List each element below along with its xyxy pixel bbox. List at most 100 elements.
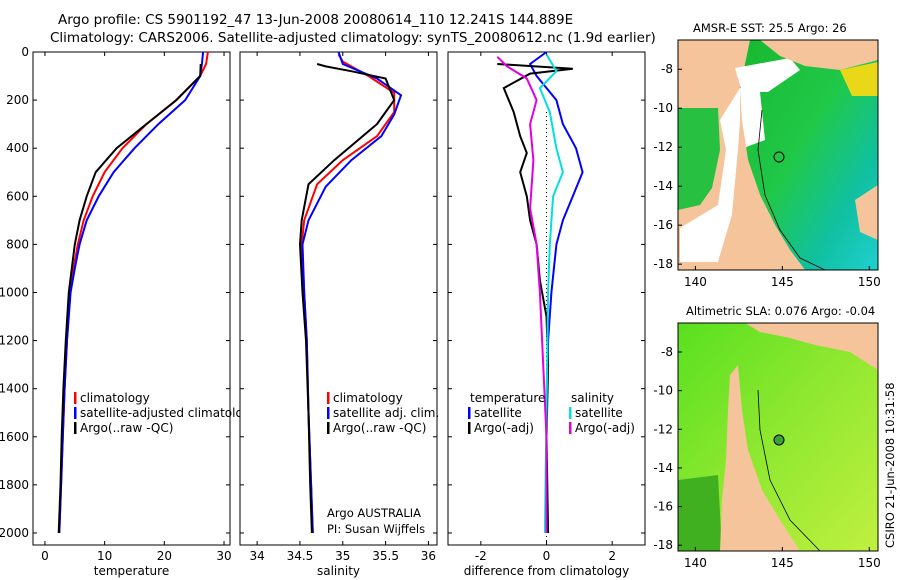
sst-land-york (678, 88, 805, 270)
series-line-satellite (528, 51, 584, 533)
sst-map-title: AMSR-E SST: 25.5 Argo: 26 (693, 21, 847, 35)
sla-map-frame (677, 322, 879, 552)
map-x-tick-label: 140 (684, 275, 707, 289)
sla-argo-marker (773, 434, 785, 446)
map-y-tick-label: -16 (653, 500, 673, 514)
map-y-tick-label: -14 (653, 461, 673, 475)
legend-label: Argo(-adj) (474, 421, 534, 435)
y-tick-label: 400 (6, 141, 29, 155)
sst-nodata-north (735, 58, 800, 92)
y-tick-label: 200 (6, 93, 29, 107)
sst-warm-patch (840, 62, 878, 96)
x-tick-label: 35.5 (372, 549, 399, 563)
x-axis-label: salinity (317, 564, 360, 578)
figure-title-line2: Climatology: CARS2006. Satellite-adjuste… (50, 30, 656, 46)
y-tick-label: 0 (21, 45, 29, 59)
y-tick-label: 2000 (0, 526, 29, 540)
map-y-tick-label: -10 (653, 101, 673, 115)
legend-swatch (327, 422, 330, 434)
sla-contour (757, 389, 821, 551)
sst-ocean-west (678, 108, 720, 210)
x-tick-label: 34.5 (287, 549, 314, 563)
sst-map-frame (677, 39, 879, 271)
legend-swatch (327, 392, 330, 404)
legend-label: Argo(..raw -QC) (80, 421, 173, 435)
sst-contour (757, 109, 826, 270)
legend-label: temperature (470, 391, 545, 405)
y-tick-label: 1200 (0, 334, 29, 348)
salinity-panel: 34 34.5 35 35.5 36 salinity climatologysatelli… (239, 51, 439, 578)
legend-label: salinity (571, 391, 614, 405)
legend-label: climatology (333, 391, 403, 405)
series-line-magenta (496, 56, 548, 533)
plot-frame (32, 51, 231, 546)
map-y-tick-label: -16 (653, 218, 673, 232)
map-y-tick-label: -12 (653, 422, 673, 436)
sla-map-title: Altimetric SLA: 0.076 Argo: -0.04 (686, 304, 875, 318)
sla-map-axes: 140 145 150 -8 -10 -12 -14 -16 -18 (653, 345, 880, 570)
sst-map (678, 40, 878, 270)
temperature-panel: 0 10 20 30 0 200 400 600 800 1000 1200 1400 1600 1800… (0, 45, 250, 578)
legend-swatch (74, 407, 77, 419)
legend-swatch (327, 407, 330, 419)
y-tick-label: 800 (6, 237, 29, 251)
legend-swatch (569, 407, 572, 419)
map-y-tick-label: -12 (653, 140, 673, 154)
legend-swatch (468, 422, 471, 434)
x-tick-label: 0 (41, 549, 49, 563)
map-x-tick-label: 150 (858, 275, 881, 289)
y-tick-label: 600 (6, 189, 29, 203)
legend-label: satellite (474, 406, 522, 420)
figure-title-line1: Argo profile: CS 5901192_47 13-Jun-2008 … (58, 12, 573, 28)
y-tick-label: 1000 (0, 285, 29, 299)
map-x-tick-label: 150 (858, 556, 881, 570)
legend-swatch (74, 392, 77, 404)
csiro-timestamp: CSIRO 21-Jun-2008 10:31:58 (883, 382, 897, 548)
x-tick-label: 10 (97, 549, 112, 563)
y-tick-label: 1600 (0, 430, 29, 444)
sla-land-york (720, 365, 800, 551)
legend-swatch (468, 407, 471, 419)
map-x-tick-label: 145 (771, 556, 794, 570)
legend-label: Argo(..raw -QC) (333, 421, 426, 435)
plot-frame (239, 51, 438, 546)
x-tick-label: 34 (249, 549, 264, 563)
series-line-argo (57, 63, 202, 534)
legend-label: satellite adj. clim. (333, 406, 439, 420)
map-y-tick-label: -14 (653, 179, 673, 193)
sla-land-newguinea (745, 323, 878, 370)
legend-label: climatology (80, 391, 150, 405)
pi-label: PI: Susan Wijffels (327, 522, 425, 536)
map-x-tick-label: 140 (684, 556, 707, 570)
map-y-tick-label: -8 (661, 62, 673, 76)
x-axis-label: difference from climatology (464, 564, 630, 578)
legend-label: satellite (575, 406, 623, 420)
x-tick-label: 36 (421, 549, 436, 563)
sst-land-coast-east (855, 185, 878, 240)
x-axis-label: temperature (94, 564, 169, 578)
sla-dark-patch (678, 475, 722, 551)
x-tick-label: 2 (608, 549, 616, 563)
x-tick-label: 30 (216, 549, 231, 563)
legend-swatch (74, 422, 77, 434)
map-y-tick-label: -10 (653, 384, 673, 398)
series-line-satellite (58, 51, 205, 534)
map-y-tick-label: -18 (653, 257, 673, 271)
x-tick-label: 20 (157, 549, 172, 563)
sst-ocean-field (740, 40, 878, 270)
sla-map (678, 323, 878, 551)
y-tick-label: 1800 (0, 478, 29, 492)
legend-label: satellite-adjusted climatolog (80, 406, 250, 420)
x-tick-label: -2 (475, 549, 487, 563)
series-line-cyan (538, 53, 564, 534)
x-tick-label: 0 (543, 549, 551, 563)
series-line-argo (298, 63, 396, 534)
sst-land-newguinea (760, 40, 878, 70)
x-tick-label: 35 (335, 549, 350, 563)
legend-swatch (569, 422, 572, 434)
map-y-tick-label: -18 (653, 538, 673, 552)
map-y-tick-label: -8 (661, 345, 673, 359)
sst-nodata-west (680, 88, 765, 262)
